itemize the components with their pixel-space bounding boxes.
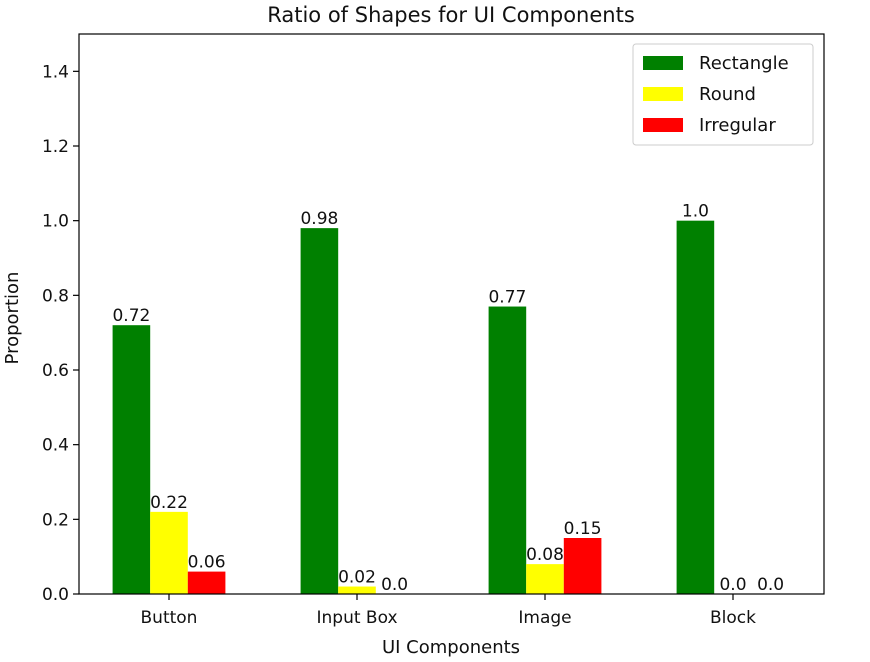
bar-value-label: 0.22 (150, 493, 188, 513)
bar-labels-group: 0.72 0.98 0.77 1.0 0.22 0.02 0.08 0.0 0.06 0.0 0.1… (112, 202, 784, 595)
bar-irregular-button (187, 571, 226, 594)
chart-title: Ratio of Shapes for UI Components (267, 3, 635, 27)
bar-value-label: 0.15 (564, 519, 602, 539)
legend: Rectangle Round Irregular (632, 43, 814, 146)
bar-value-label: 0.0 (757, 575, 784, 595)
x-tick-label: Input Box (316, 608, 397, 628)
legend-swatch-rectangle (643, 56, 683, 70)
bar-value-label: 0.02 (338, 568, 376, 588)
bar-round-image (526, 564, 564, 594)
bar-value-label: 0.06 (188, 553, 226, 573)
bar-rectangle-image (488, 306, 527, 594)
bar-round-input-box (338, 586, 376, 594)
y-tick-label: 0.0 (42, 585, 69, 605)
y-tick-label: 0.8 (42, 286, 69, 306)
legend-label-irregular: Irregular (699, 115, 776, 136)
bar-irregular-image (563, 538, 602, 594)
legend-swatch-irregular (643, 118, 683, 132)
y-tick-label: 1.4 (42, 62, 69, 82)
y-axis-ticks: 0.0 0.2 0.4 0.6 0.8 1.0 1.2 1.4 (42, 62, 79, 605)
bar-value-label: 1.0 (682, 202, 709, 222)
y-tick-label: 0.6 (42, 361, 69, 381)
y-tick-label: 1.0 (42, 212, 69, 232)
bar-value-label: 0.0 (381, 575, 408, 595)
legend-label-rectangle: Rectangle (699, 53, 789, 74)
legend-label-round: Round (699, 84, 756, 105)
y-tick-label: 0.4 (42, 436, 69, 456)
x-axis-label: UI Components (382, 637, 520, 658)
y-axis-label: Proportion (2, 272, 23, 365)
bar-value-label: 0.08 (526, 545, 564, 565)
bar-round-button (150, 511, 188, 594)
bar-value-label: 0.98 (300, 209, 338, 229)
y-tick-label: 1.2 (42, 137, 69, 157)
bars-group (112, 220, 715, 594)
y-tick-label: 0.2 (42, 510, 69, 530)
bar-value-label: 0.77 (488, 288, 526, 308)
plot-area-frame (78, 33, 825, 595)
legend-swatch-round (643, 87, 683, 101)
bar-rectangle-button (112, 325, 151, 594)
bar-rectangle-block (676, 220, 715, 594)
x-tick-label: Block (710, 608, 756, 628)
x-axis-ticks: Button Input Box Image Block (141, 594, 756, 628)
x-tick-label: Button (141, 608, 198, 628)
bar-value-label: 0.0 (719, 575, 746, 595)
x-tick-label: Image (518, 608, 571, 628)
bar-rectangle-input-box (300, 228, 339, 594)
bar-value-label: 0.72 (112, 306, 150, 326)
